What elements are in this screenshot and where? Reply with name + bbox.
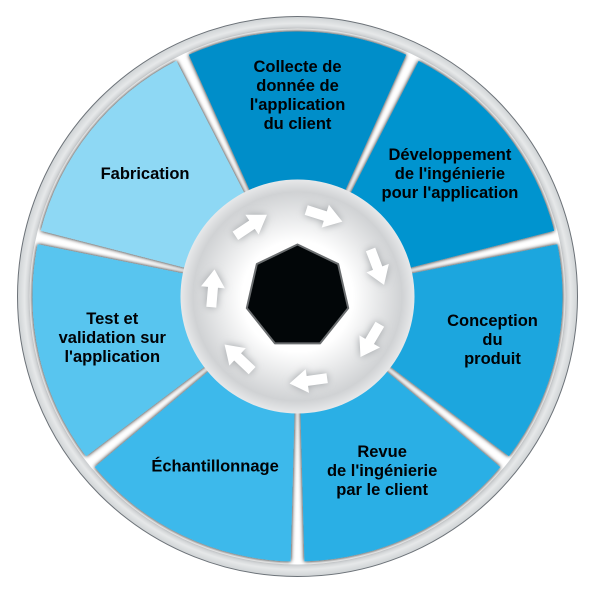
segment-label-line: l'application bbox=[250, 96, 346, 114]
segment-label-line: Développement bbox=[389, 146, 512, 164]
segment-label-line: l'application bbox=[64, 348, 160, 366]
segment-label-line: Fabrication bbox=[101, 165, 190, 183]
segment-label-line: Échantillonnage bbox=[151, 457, 278, 476]
segment-label-line: Conception bbox=[447, 312, 538, 330]
segment-label-6: Fabrication bbox=[101, 165, 190, 183]
segment-label-1: Développementde l'ingénieriepour l'appli… bbox=[382, 146, 519, 202]
segment-label-line: Revue bbox=[357, 444, 407, 462]
process-wheel: Collecte dedonnée del'applicationdu clie… bbox=[0, 0, 595, 593]
segment-label-line: de l'ingénierie bbox=[327, 463, 437, 481]
segment-label-line: par le client bbox=[336, 482, 428, 500]
segment-label-line: produit bbox=[464, 350, 521, 368]
segment-label-line: du bbox=[482, 331, 502, 349]
segment-label-line: Collecte de bbox=[253, 58, 341, 76]
segment-label-line: du client bbox=[264, 115, 332, 133]
segment-label-line: donnée de bbox=[256, 77, 339, 95]
segment-label-0: Collecte dedonnée del'applicationdu clie… bbox=[250, 58, 346, 133]
segment-label-line: Test et bbox=[86, 310, 138, 328]
segment-label-line: pour l'application bbox=[382, 184, 519, 202]
segment-label-4: Échantillonnage bbox=[151, 457, 278, 476]
segment-label-line: de l'ingénierie bbox=[395, 165, 505, 183]
segment-label-line: validation sur bbox=[59, 329, 167, 347]
